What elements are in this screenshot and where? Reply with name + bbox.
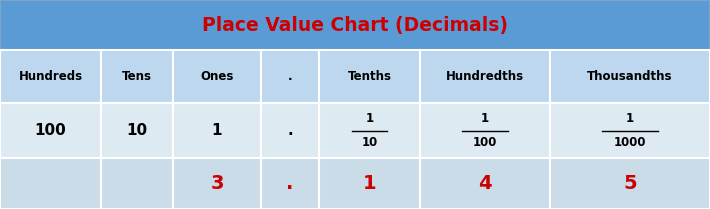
Text: .: . [286,174,294,193]
Text: Hundreds: Hundreds [18,70,82,83]
Bar [0,158,101,209]
Text: 10: 10 [126,123,148,138]
Bar [173,158,261,209]
Text: 1: 1 [626,112,634,125]
Bar [101,103,173,158]
Bar [550,50,710,103]
Bar [319,103,420,158]
Bar [0,103,101,158]
Text: Tens: Tens [122,70,152,83]
Bar [420,103,550,158]
Bar [420,50,550,103]
Bar [101,158,173,209]
Bar [261,158,319,209]
Text: 4: 4 [479,174,492,193]
Bar [550,158,710,209]
Bar [173,50,261,103]
Bar [550,103,710,158]
Text: 100: 100 [35,123,66,138]
Bar [173,103,261,158]
Bar [420,158,550,209]
Text: 5: 5 [623,174,637,193]
Text: .: . [287,123,293,138]
Bar [319,158,420,209]
Text: 1: 1 [363,174,376,193]
Text: 3: 3 [210,174,224,193]
Text: 100: 100 [473,136,497,149]
Text: 1: 1 [366,112,373,125]
Text: Tenths: Tenths [347,70,391,83]
Text: 10: 10 [361,136,378,149]
Bar [261,50,319,103]
Text: 1000: 1000 [613,136,646,149]
Text: 1: 1 [212,123,222,138]
Text: Thousandths: Thousandths [587,70,673,83]
Text: .: . [288,70,293,83]
Bar [319,50,420,103]
Text: Ones: Ones [200,70,234,83]
Text: 1: 1 [481,112,489,125]
Text: Hundredths: Hundredths [446,70,524,83]
Bar [0,50,101,103]
Bar [0,0,710,50]
Bar [261,103,319,158]
Text: Place Value Chart (Decimals): Place Value Chart (Decimals) [202,15,508,34]
Bar [101,50,173,103]
